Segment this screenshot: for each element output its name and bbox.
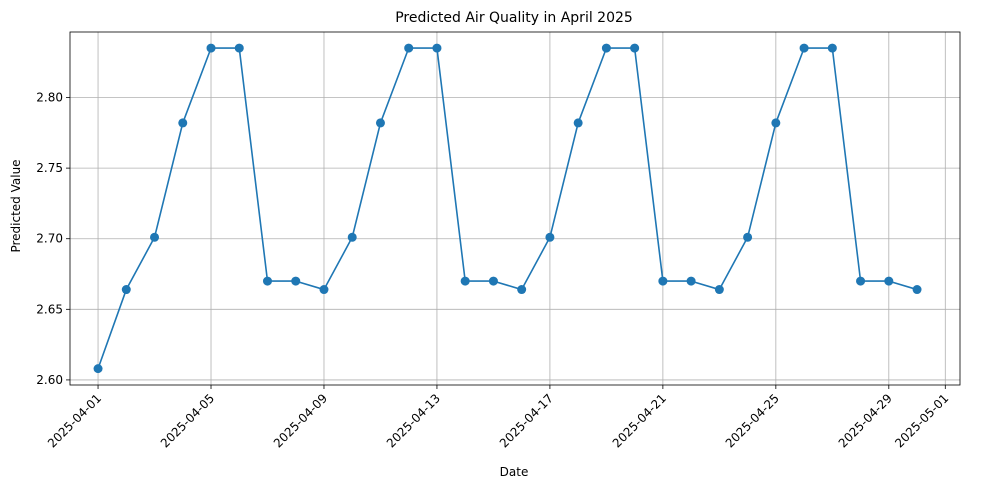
data-point — [460, 276, 470, 286]
data-point — [827, 43, 837, 53]
data-point — [404, 43, 414, 53]
data-point — [714, 285, 724, 295]
x-tick-label: 2025-05-01 — [892, 391, 951, 450]
y-tick-label: 2.65 — [36, 302, 63, 316]
data-point — [771, 118, 781, 128]
data-point — [601, 43, 611, 53]
series-line — [97, 47, 918, 369]
grid — [70, 32, 960, 385]
plot-frame — [69, 31, 961, 386]
x-tick-label: 2025-04-25 — [723, 391, 782, 450]
x-axis-label: Date — [500, 465, 529, 479]
data-point — [206, 43, 216, 53]
y-tick-label: 2.80 — [36, 91, 63, 105]
chart-title: Predicted Air Quality in April 2025 — [395, 10, 633, 26]
y-axis-label: Predicted Value — [9, 159, 23, 252]
x-tick-label: 2025-04-17 — [497, 391, 556, 450]
series-line-group — [97, 47, 918, 369]
data-point — [856, 276, 866, 286]
data-point — [488, 276, 498, 286]
data-point — [658, 276, 668, 286]
data-point — [347, 232, 357, 242]
series-points-group — [93, 43, 922, 374]
data-point — [573, 118, 583, 128]
x-tick-label: 2025-04-09 — [271, 391, 330, 450]
data-point — [121, 285, 131, 295]
y-tick-label: 2.60 — [36, 373, 63, 387]
data-point — [432, 43, 442, 53]
y-tick-label: 2.70 — [36, 232, 63, 246]
y-tick-label: 2.75 — [36, 161, 63, 175]
data-point — [234, 43, 244, 53]
data-point — [150, 232, 160, 242]
data-point — [686, 276, 696, 286]
data-point — [884, 276, 894, 286]
x-tick-label: 2025-04-13 — [384, 391, 443, 450]
data-point — [630, 43, 640, 53]
axis-ticks: 2.60 2.65 2.70 2.75 2.80 2025-04-01 2025-04-05… — [36, 91, 951, 451]
data-point — [375, 118, 385, 128]
data-point — [743, 232, 753, 242]
data-point — [799, 43, 809, 53]
plot-border — [69, 31, 961, 386]
data-point — [291, 276, 301, 286]
data-point — [262, 276, 272, 286]
data-point — [319, 285, 329, 295]
data-point — [545, 232, 555, 242]
data-point — [517, 285, 527, 295]
x-tick-label: 2025-04-29 — [836, 391, 895, 450]
x-tick-label: 2025-04-05 — [158, 391, 217, 450]
data-point — [912, 285, 922, 295]
x-tick-label: 2025-04-01 — [45, 391, 104, 450]
data-point — [93, 364, 103, 374]
x-tick-label: 2025-04-21 — [610, 391, 669, 450]
data-point — [178, 118, 188, 128]
